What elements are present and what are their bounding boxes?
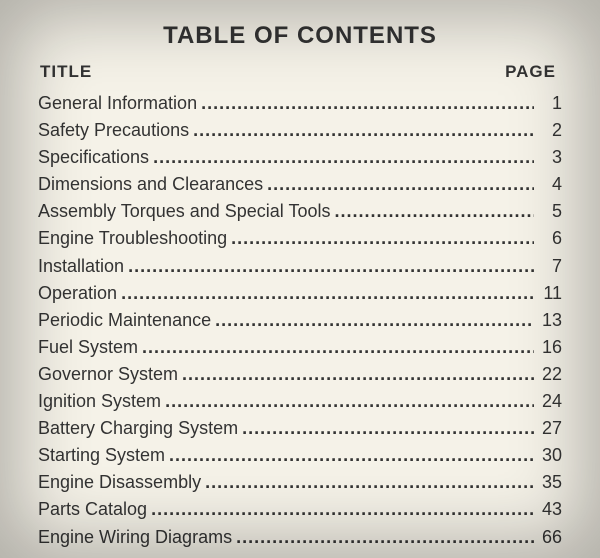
dot-leader — [331, 198, 535, 224]
page-column-label: PAGE — [505, 62, 556, 82]
dot-leader — [263, 171, 534, 197]
toc-entry: Assembly Torques and Special Tools 5 — [38, 198, 562, 224]
dot-leader — [124, 253, 534, 279]
toc-entry-title: Specifications — [38, 144, 149, 170]
toc-entry-page: 13 — [534, 307, 562, 333]
dot-leader — [178, 361, 534, 387]
page-heading: TABLE OF CONTENTS — [38, 22, 562, 50]
toc-entry-title: Installation — [38, 253, 124, 279]
toc-entry-page: 16 — [534, 334, 562, 360]
dot-leader — [147, 496, 534, 522]
toc-entry-title: Safety Precautions — [38, 117, 189, 143]
toc-entry-title: Governor System — [38, 361, 178, 387]
dot-leader — [197, 90, 534, 116]
toc-entry-title: Engine Wiring Diagrams — [38, 524, 232, 550]
toc-entry: Installation 7 — [38, 253, 562, 279]
dot-leader — [117, 280, 534, 306]
dot-leader — [161, 388, 534, 414]
toc-entry-page: 43 — [534, 496, 562, 522]
toc-entry-title: Ignition System — [38, 388, 161, 414]
toc-entry: Engine Wiring Diagrams 66 — [38, 524, 562, 550]
toc-entry: Engine Disassembly 35 — [38, 469, 562, 495]
toc-entry-title: Dimensions and Clearances — [38, 171, 263, 197]
toc-entry: Engine Troubleshooting 6 — [38, 225, 562, 251]
toc-entry-page: 1 — [534, 90, 562, 116]
toc-entry-page: 30 — [534, 442, 562, 468]
toc-entry-page: 66 — [534, 524, 562, 550]
dot-leader — [189, 117, 534, 143]
toc-entry-title: Engine Troubleshooting — [38, 225, 227, 251]
dot-leader — [211, 307, 534, 333]
toc-entry-page: 7 — [534, 253, 562, 279]
toc-entry: Dimensions and Clearances 4 — [38, 171, 562, 197]
dot-leader — [149, 144, 534, 170]
toc-entry-title: Parts Catalog — [38, 496, 147, 522]
dot-leader — [165, 442, 534, 468]
toc-entry-page: 2 — [534, 117, 562, 143]
toc-entry: Governor System 22 — [38, 361, 562, 387]
toc-entry-page: 24 — [534, 388, 562, 414]
toc-entry-page: 11 — [534, 280, 562, 306]
toc-entry: General Information 1 — [38, 90, 562, 116]
toc-entry: Battery Charging System 27 — [38, 415, 562, 441]
dot-leader — [238, 415, 534, 441]
toc-entry: Periodic Maintenance 13 — [38, 307, 562, 333]
toc-entry: Starting System 30 — [38, 442, 562, 468]
toc-entry-title: Assembly Torques and Special Tools — [38, 198, 331, 224]
toc-entry-title: Battery Charging System — [38, 415, 238, 441]
dot-leader — [227, 225, 534, 251]
toc-entry: Operation 11 — [38, 280, 562, 306]
toc-entry-page: 6 — [534, 225, 562, 251]
dot-leader — [232, 524, 534, 550]
toc-entry-page: 35 — [534, 469, 562, 495]
toc-entry: Specifications 3 — [38, 144, 562, 170]
toc-entry: Ignition System 24 — [38, 388, 562, 414]
toc-page: TABLE OF CONTENTS TITLE PAGE General Inf… — [38, 22, 562, 550]
toc-entry-title: Engine Disassembly — [38, 469, 201, 495]
toc-entry-page: 5 — [534, 198, 562, 224]
dot-leader — [138, 334, 534, 360]
toc-entry-title: Fuel System — [38, 334, 138, 360]
title-column-label: TITLE — [40, 62, 92, 82]
dot-leader — [201, 469, 534, 495]
toc-entry-title: Starting System — [38, 442, 165, 468]
toc-entry-title: Operation — [38, 280, 117, 306]
toc-entry: Parts Catalog 43 — [38, 496, 562, 522]
toc-entry: Fuel System 16 — [38, 334, 562, 360]
toc-entry-title: Periodic Maintenance — [38, 307, 211, 333]
toc-entry-page: 27 — [534, 415, 562, 441]
toc-entry-page: 4 — [534, 171, 562, 197]
toc-entry: Safety Precautions 2 — [38, 117, 562, 143]
toc-entry-title: General Information — [38, 90, 197, 116]
toc-entry-page: 22 — [534, 361, 562, 387]
toc-list: General Information 1 Safety Precautions… — [38, 90, 562, 550]
toc-entry-page: 3 — [534, 144, 562, 170]
column-header-row: TITLE PAGE — [38, 62, 562, 82]
